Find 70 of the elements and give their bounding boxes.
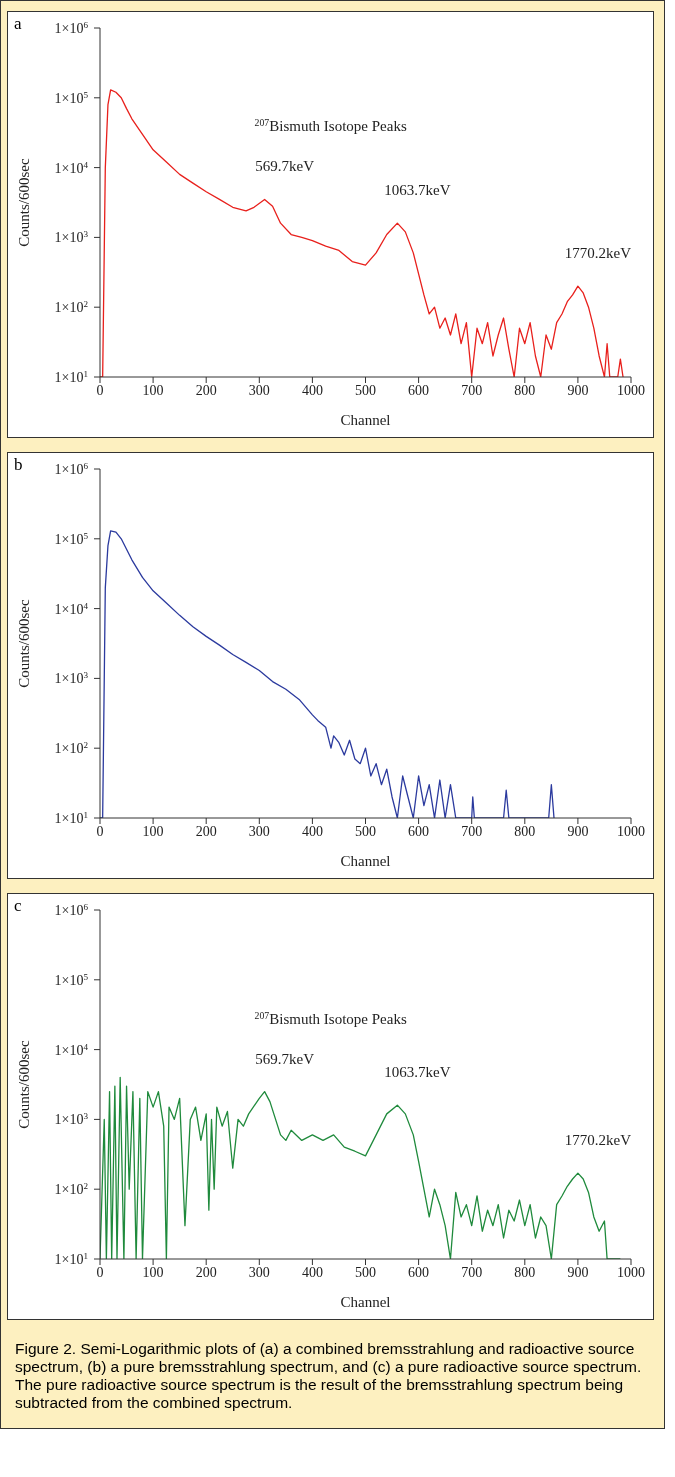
x-tick-label: 1000 <box>617 382 645 398</box>
y-tick-label: 1×10$^{1}$ <box>54 369 88 385</box>
x-tick-label: 1000 <box>617 1264 645 1280</box>
annotation: 1770.2keV <box>564 245 632 262</box>
x-tick-label: 0 <box>96 823 104 839</box>
x-tick-label: 700 <box>461 823 483 839</box>
x-tick-label: 100 <box>142 823 164 839</box>
chart-title: a <box>14 14 22 34</box>
chart-title: c <box>14 896 22 916</box>
y-tick-label: 1×10$^{6}$ <box>54 461 89 477</box>
x-tick-label: 900 <box>567 1264 589 1280</box>
x-tick-label: 400 <box>301 382 323 398</box>
x-tick-label: 600 <box>408 1264 430 1280</box>
annotation: 569.7keV <box>255 158 315 175</box>
line-series <box>100 530 555 818</box>
y-tick-label: 1×10$^{2}$ <box>54 299 89 316</box>
y-tick-label: 1×10$^{4}$ <box>54 159 89 176</box>
x-tick-label: 700 <box>461 1264 483 1280</box>
x-axis-title: Channel <box>340 412 391 428</box>
x-tick-label: 100 <box>142 382 164 398</box>
annotation: 1770.2keV <box>564 1132 632 1149</box>
x-tick-label: 900 <box>567 823 589 839</box>
x-tick-label: 500 <box>355 823 376 839</box>
x-tick-label: 500 <box>355 382 376 398</box>
x-axis-title: Channel <box>340 853 391 869</box>
x-tick-label: 800 <box>514 823 536 839</box>
y-tick-label: 1×10$^{1}$ <box>54 1251 88 1267</box>
y-axis-title: Counts/600sec <box>16 1040 33 1129</box>
x-tick-label: 300 <box>248 823 270 839</box>
x-tick-label: 0 <box>96 1264 104 1280</box>
x-tick-label: 700 <box>461 382 483 398</box>
y-tick-label: 1×10$^{3}$ <box>54 670 89 687</box>
x-tick-label: 400 <box>301 823 323 839</box>
annotation: $^{207}$Bismuth Isotope Peaks <box>254 116 407 135</box>
y-tick-label: 1×10$^{6}$ <box>54 20 89 36</box>
caption: Figure 2. Semi-Logarithmic plots of (a) a combined bremsstrahlung and radioactive source spectrum, (b) a pure bremsstrahlung spectrum, and (c) a pure radioactive source spectrum. The pure radioactive source spectrum is the result of the bremsstrahlung spectrum being subtracted from the combined spectrum. <box>7 1334 652 1418</box>
y-axis-title: Counts/600sec <box>16 158 33 247</box>
y-tick-label: 1×10$^{4}$ <box>54 600 89 617</box>
y-tick-label: 1×10$^{3}$ <box>54 229 89 246</box>
y-tick-label: 1×10$^{3}$ <box>54 1111 89 1128</box>
x-tick-label: 600 <box>408 382 430 398</box>
y-tick-label: 1×10$^{5}$ <box>54 89 89 106</box>
x-tick-label: 0 <box>96 382 104 398</box>
y-tick-label: 1×10$^{4}$ <box>54 1041 89 1058</box>
y-tick-label: 1×10$^{6}$ <box>54 902 89 918</box>
y-axis-title: Counts/600sec <box>16 599 33 688</box>
annotation: 1063.7keV <box>384 182 451 199</box>
annotation: $^{207}$Bismuth Isotope Peaks <box>254 1009 407 1027</box>
y-tick-label: 1×10$^{1}$ <box>54 810 88 826</box>
y-tick-label: 1×10$^{5}$ <box>54 530 89 547</box>
x-tick-label: 600 <box>408 823 430 839</box>
x-tick-label: 100 <box>142 1264 164 1280</box>
x-tick-label: 500 <box>355 1264 376 1280</box>
x-axis-title: Channel <box>340 1294 391 1310</box>
x-tick-label: 300 <box>248 382 270 398</box>
x-tick-label: 400 <box>301 1264 323 1280</box>
x-tick-label: 200 <box>195 823 217 839</box>
y-tick-label: 1×10$^{5}$ <box>54 971 89 988</box>
annotation: 569.7keV <box>255 1050 315 1067</box>
y-tick-label: 1×10$^{2}$ <box>54 1181 89 1198</box>
annotation: 1063.7keV <box>384 1064 451 1081</box>
y-tick-label: 1×10$^{2}$ <box>54 740 89 757</box>
x-tick-label: 200 <box>195 1264 217 1280</box>
x-tick-label: 800 <box>514 382 536 398</box>
x-tick-label: 900 <box>567 382 589 398</box>
x-tick-label: 200 <box>195 382 217 398</box>
x-tick-label: 800 <box>514 1264 536 1280</box>
chart-title: b <box>14 455 23 475</box>
x-tick-label: 1000 <box>617 823 645 839</box>
x-tick-label: 300 <box>248 1264 270 1280</box>
